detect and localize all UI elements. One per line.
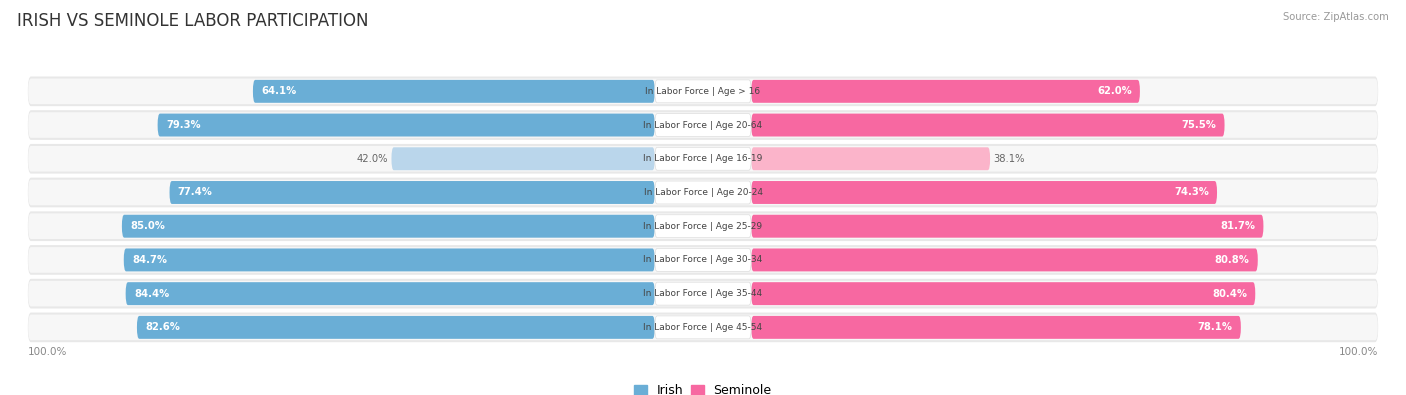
FancyBboxPatch shape [28,79,1378,104]
FancyBboxPatch shape [655,80,751,103]
FancyBboxPatch shape [28,213,1378,239]
FancyBboxPatch shape [28,144,1378,174]
FancyBboxPatch shape [655,316,751,339]
FancyBboxPatch shape [655,114,751,137]
Text: 80.4%: 80.4% [1212,289,1247,299]
FancyBboxPatch shape [28,312,1378,342]
FancyBboxPatch shape [28,110,1378,140]
FancyBboxPatch shape [655,215,751,238]
FancyBboxPatch shape [751,282,1256,305]
FancyBboxPatch shape [253,80,655,103]
FancyBboxPatch shape [28,211,1378,241]
FancyBboxPatch shape [28,247,1378,273]
FancyBboxPatch shape [655,147,751,170]
Text: 84.7%: 84.7% [132,255,167,265]
Text: 81.7%: 81.7% [1220,221,1256,231]
FancyBboxPatch shape [28,180,1378,205]
FancyBboxPatch shape [751,147,990,170]
FancyBboxPatch shape [170,181,655,204]
FancyBboxPatch shape [391,147,655,170]
Text: In Labor Force | Age 30-34: In Labor Force | Age 30-34 [644,256,762,264]
FancyBboxPatch shape [751,114,1225,137]
Text: In Labor Force | Age 35-44: In Labor Force | Age 35-44 [644,289,762,298]
Text: In Labor Force | Age > 16: In Labor Force | Age > 16 [645,87,761,96]
FancyBboxPatch shape [751,215,1264,238]
FancyBboxPatch shape [28,77,1378,106]
Text: 100.0%: 100.0% [1339,347,1378,357]
Text: 38.1%: 38.1% [994,154,1025,164]
FancyBboxPatch shape [28,245,1378,275]
FancyBboxPatch shape [751,248,1258,271]
Text: In Labor Force | Age 45-54: In Labor Force | Age 45-54 [644,323,762,332]
Text: 74.3%: 74.3% [1174,188,1209,198]
FancyBboxPatch shape [28,279,1378,308]
FancyBboxPatch shape [655,282,751,305]
Text: In Labor Force | Age 20-64: In Labor Force | Age 20-64 [644,120,762,130]
Text: 75.5%: 75.5% [1181,120,1216,130]
FancyBboxPatch shape [751,316,1241,339]
Text: 85.0%: 85.0% [131,221,165,231]
Text: IRISH VS SEMINOLE LABOR PARTICIPATION: IRISH VS SEMINOLE LABOR PARTICIPATION [17,12,368,30]
Text: 82.6%: 82.6% [145,322,180,332]
Text: 64.1%: 64.1% [262,87,297,96]
Text: 80.8%: 80.8% [1215,255,1250,265]
Text: 62.0%: 62.0% [1097,87,1132,96]
Text: In Labor Force | Age 25-29: In Labor Force | Age 25-29 [644,222,762,231]
FancyBboxPatch shape [122,215,655,238]
FancyBboxPatch shape [751,80,1140,103]
Text: In Labor Force | Age 20-24: In Labor Force | Age 20-24 [644,188,762,197]
FancyBboxPatch shape [157,114,655,137]
FancyBboxPatch shape [28,146,1378,171]
Text: 42.0%: 42.0% [357,154,388,164]
FancyBboxPatch shape [655,248,751,271]
FancyBboxPatch shape [28,281,1378,307]
Text: 100.0%: 100.0% [28,347,67,357]
FancyBboxPatch shape [28,112,1378,138]
Text: Source: ZipAtlas.com: Source: ZipAtlas.com [1284,12,1389,22]
Text: 84.4%: 84.4% [134,289,169,299]
FancyBboxPatch shape [125,282,655,305]
FancyBboxPatch shape [136,316,655,339]
FancyBboxPatch shape [28,178,1378,207]
FancyBboxPatch shape [28,314,1378,340]
Text: In Labor Force | Age 16-19: In Labor Force | Age 16-19 [644,154,762,163]
FancyBboxPatch shape [124,248,655,271]
Text: 77.4%: 77.4% [177,188,212,198]
FancyBboxPatch shape [655,181,751,204]
FancyBboxPatch shape [751,181,1218,204]
Text: 78.1%: 78.1% [1198,322,1233,332]
Legend: Irish, Seminole: Irish, Seminole [630,379,776,395]
Text: 79.3%: 79.3% [166,120,201,130]
